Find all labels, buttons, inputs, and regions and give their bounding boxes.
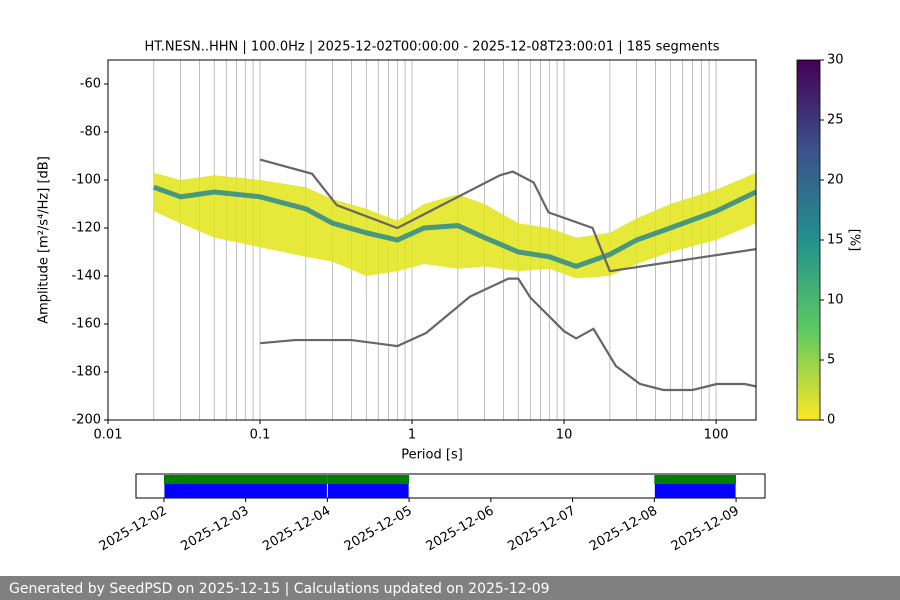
data-bar	[654, 484, 736, 498]
y-tick-label: -60	[80, 77, 101, 92]
date-tick-label: 2025-12-06	[424, 504, 497, 555]
y-tick-label: -80	[80, 125, 101, 140]
y-tick-label: -180	[71, 365, 101, 380]
y-tick-label: -100	[71, 173, 101, 188]
x-axis-label: Period [s]	[401, 448, 463, 463]
date-tick-label: 2025-12-05	[342, 504, 415, 555]
coverage-bar	[327, 475, 410, 484]
date-tick-label: 2025-12-02	[97, 504, 170, 555]
x-tick-label: 10	[556, 428, 573, 443]
date-tick-label: 2025-12-04	[260, 504, 333, 555]
y-tick-label: -120	[71, 221, 101, 236]
y-tick-label: -200	[71, 413, 101, 428]
chart-title: HT.NESN..HHN | 100.0Hz | 2025-12-02T00:0…	[145, 40, 720, 55]
colorbar-tick-label: 5	[827, 353, 835, 368]
data-bar	[164, 484, 327, 498]
date-tick-label: 2025-12-08	[587, 504, 660, 555]
psd-mode	[152, 184, 756, 270]
colorbar-tick-label: 20	[827, 173, 844, 188]
colorbar-tick-label: 25	[827, 113, 844, 128]
coverage-bar	[163, 475, 328, 484]
noise-model-line	[259, 158, 756, 273]
x-tick-label: 1	[408, 428, 416, 443]
colorbar-label: [%]	[847, 229, 862, 252]
footer-bar	[0, 576, 900, 600]
date-tick-label: 2025-12-09	[669, 504, 742, 555]
date-tick-label: 2025-12-03	[178, 504, 251, 555]
plot-frame	[107, 59, 757, 421]
plot-content	[108, 60, 756, 420]
colorbar-tick-label: 30	[827, 53, 844, 68]
colorbar-tick-label: 15	[827, 233, 844, 248]
y-tick-label: -140	[71, 269, 101, 284]
x-tick-label: 0.01	[94, 428, 123, 443]
plot-area	[108, 60, 756, 420]
y-tick-label: -160	[71, 317, 101, 332]
footer-text: Generated by SeedPSD on 2025-12-15 | Cal…	[9, 581, 550, 597]
colorbar-tick-label: 0	[827, 413, 835, 428]
y-axis-label: Amplitude [m²/s⁴/Hz] [dB]	[37, 156, 52, 324]
colorbar-tick-label: 10	[827, 293, 844, 308]
x-tick-label: 0.1	[250, 428, 271, 443]
noise-model-line	[259, 277, 756, 392]
date-tick-label: 2025-12-07	[505, 504, 578, 555]
x-tick-label: 100	[704, 428, 729, 443]
data-bar	[327, 484, 409, 498]
colorbar	[796, 59, 821, 421]
coverage-bar	[654, 475, 737, 484]
